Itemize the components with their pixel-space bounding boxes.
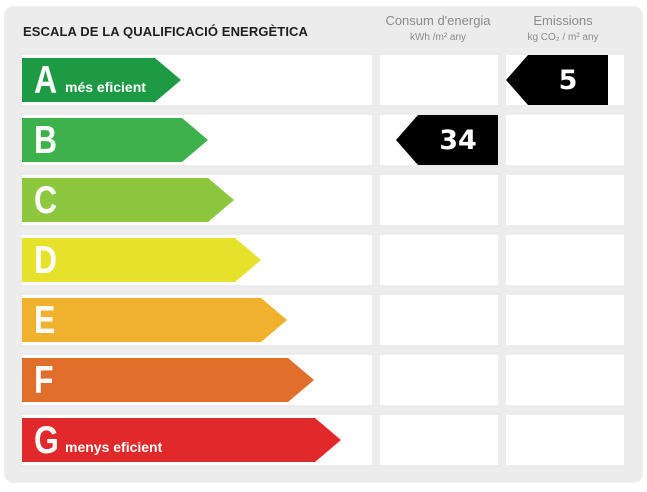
emissions-value: 5 (558, 64, 578, 96)
emissions-column-label: Emissions (533, 13, 593, 28)
emissions-cell-e (506, 295, 624, 345)
rating-subtitle: més eficient (65, 79, 146, 95)
energy-cell-c (380, 175, 498, 225)
energy-cell-g (380, 415, 498, 465)
energy-marker: 34 (396, 115, 498, 165)
emissions-cell-a: 5 (506, 55, 624, 105)
energy-column-label: Consum d'energia (385, 13, 491, 28)
rating-arrow-d: D (22, 238, 261, 282)
rating-row-d: D (22, 235, 627, 285)
emissions-cell-b (506, 115, 624, 165)
emissions-marker: 5 (506, 55, 608, 105)
rating-arrow-a: A més eficient (22, 58, 181, 102)
energy-cell-e (380, 295, 498, 345)
rating-row-g: G menys eficient (22, 415, 627, 465)
rating-letter: E (34, 299, 56, 342)
rating-subtitle: menys eficient (65, 439, 163, 455)
rating-letter: C (34, 179, 58, 222)
energy-column-header: Consum d'energia kWh /m² any (378, 13, 498, 47)
rating-arrow-e: E (22, 298, 287, 342)
rating-letter: G (34, 419, 59, 462)
rating-letter: F (34, 359, 54, 402)
energy-cell-b: 34 (380, 115, 498, 165)
emissions-cell-f (506, 355, 624, 405)
emissions-cell-g (506, 415, 624, 465)
rating-letter: D (34, 239, 58, 282)
energy-value: 34 (439, 124, 477, 156)
rating-arrow-c: C (22, 178, 234, 222)
rating-row-a: A més eficient 5 (22, 55, 627, 105)
rating-row-e: E (22, 295, 627, 345)
rating-letter: A (34, 59, 58, 102)
rating-arrow-b: B (22, 118, 208, 162)
emissions-column-unit: kg CO₂ / m² any (527, 32, 599, 43)
energy-cell-f (380, 355, 498, 405)
rating-row-b: B 34 (22, 115, 627, 165)
emissions-cell-c (506, 175, 624, 225)
rating-arrow-g: G menys eficient (22, 418, 341, 462)
rating-letter: B (34, 119, 58, 162)
scale-title: ESCALA DE LA QUALIFICACIÓ ENERGÈTICA (23, 24, 309, 39)
emissions-cell-d (506, 235, 624, 285)
rating-arrow-f: F (22, 358, 314, 402)
rating-row-c: C (22, 175, 627, 225)
emissions-column-header: Emissions kg CO₂ / m² any (503, 13, 623, 47)
energy-cell-a (380, 55, 498, 105)
energy-column-unit: kWh /m² any (409, 32, 467, 43)
rating-row-f: F (22, 355, 627, 405)
energy-cell-d (380, 235, 498, 285)
